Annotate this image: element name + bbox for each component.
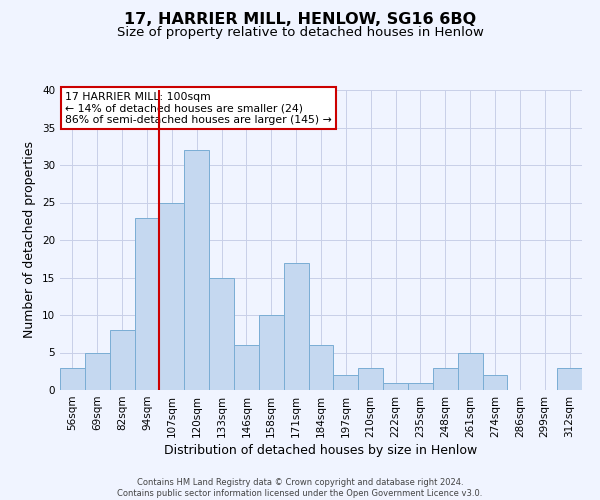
Text: Contains HM Land Registry data © Crown copyright and database right 2024.
Contai: Contains HM Land Registry data © Crown c… xyxy=(118,478,482,498)
Text: 17, HARRIER MILL, HENLOW, SG16 6BQ: 17, HARRIER MILL, HENLOW, SG16 6BQ xyxy=(124,12,476,28)
Bar xyxy=(308,345,334,390)
Bar xyxy=(234,345,259,390)
Bar xyxy=(383,382,408,390)
Bar xyxy=(358,368,383,390)
Bar xyxy=(110,330,134,390)
Text: Size of property relative to detached houses in Henlow: Size of property relative to detached ho… xyxy=(116,26,484,39)
Bar xyxy=(458,352,482,390)
Bar xyxy=(284,262,308,390)
Bar xyxy=(60,368,85,390)
X-axis label: Distribution of detached houses by size in Henlow: Distribution of detached houses by size … xyxy=(164,444,478,457)
Bar xyxy=(408,382,433,390)
Bar xyxy=(134,218,160,390)
Bar xyxy=(557,368,582,390)
Bar xyxy=(184,150,209,390)
Bar xyxy=(85,352,110,390)
Bar xyxy=(160,202,184,390)
Bar xyxy=(482,375,508,390)
Bar xyxy=(259,315,284,390)
Y-axis label: Number of detached properties: Number of detached properties xyxy=(23,142,37,338)
Bar xyxy=(209,278,234,390)
Bar xyxy=(433,368,458,390)
Text: 17 HARRIER MILL: 100sqm
← 14% of detached houses are smaller (24)
86% of semi-de: 17 HARRIER MILL: 100sqm ← 14% of detache… xyxy=(65,92,332,124)
Bar xyxy=(334,375,358,390)
